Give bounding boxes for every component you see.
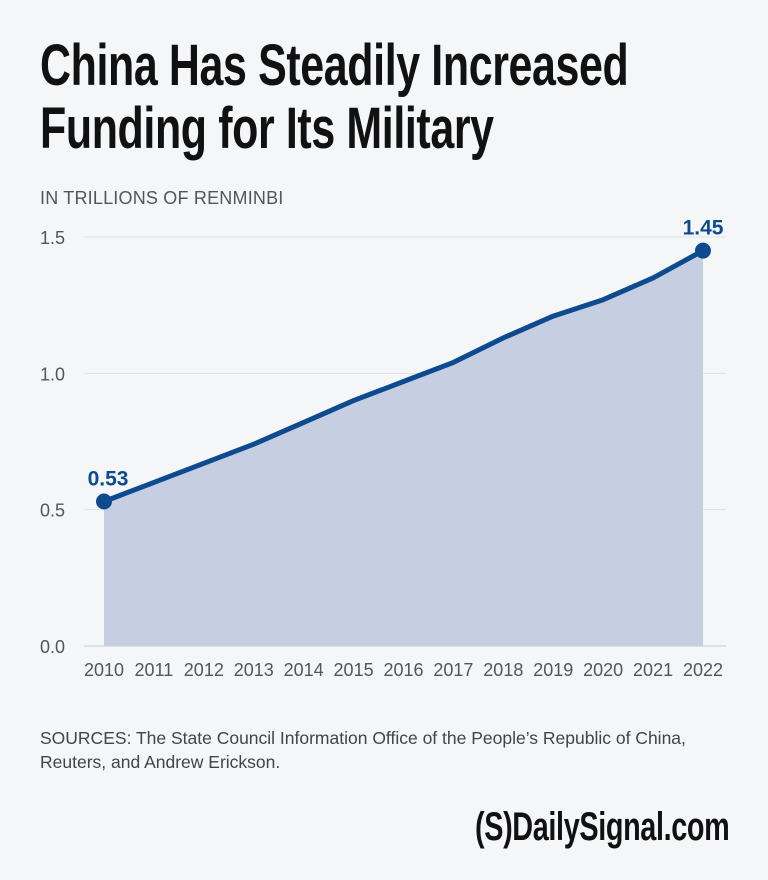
x-tick-label: 2013	[234, 660, 274, 680]
title-line-1: China Has Steadily Increased	[40, 33, 629, 98]
data-label: 1.45	[683, 217, 724, 240]
data-point-marker	[695, 242, 711, 259]
x-tick-label: 2022	[683, 660, 723, 680]
x-tick-label: 2014	[284, 660, 324, 680]
source-note: SOURCES: The State Council Information O…	[40, 728, 686, 772]
x-tick-label: 2010	[84, 660, 124, 680]
daily-signal-logo: (S)DailySignal.com	[475, 805, 730, 849]
y-tick-label: 0.5	[40, 501, 65, 521]
x-tick-label: 2019	[533, 660, 573, 680]
x-tick-label: 2016	[383, 660, 423, 680]
series-line	[101, 248, 706, 504]
area-fill	[104, 250, 703, 646]
x-tick-label: 2011	[135, 660, 174, 680]
area-chart: 0.0 0.5 1.0 1.5 2010 2011 2012 2013 2014 2015 2016…	[40, 217, 726, 680]
data-label: 0.53	[88, 467, 129, 490]
y-tick-label: 1.5	[40, 228, 65, 248]
title-line-2: Funding for Its Military	[40, 96, 494, 161]
x-tick-label: 2012	[184, 660, 224, 680]
chart-title: China Has Steadily Increased Funding for…	[40, 34, 706, 160]
x-tick-label: 2017	[433, 660, 473, 680]
x-tick-label: 2015	[334, 660, 374, 680]
y-axis-label: IN TRILLIONS OF RENMINBI	[40, 188, 284, 208]
data-point-marker	[96, 493, 112, 510]
y-tick-label: 0.0	[40, 637, 65, 657]
x-tick-label: 2018	[483, 660, 523, 680]
x-tick-label: 2020	[583, 660, 623, 680]
y-tick-label: 1.0	[40, 364, 65, 384]
x-tick-label: 2021	[633, 660, 673, 680]
